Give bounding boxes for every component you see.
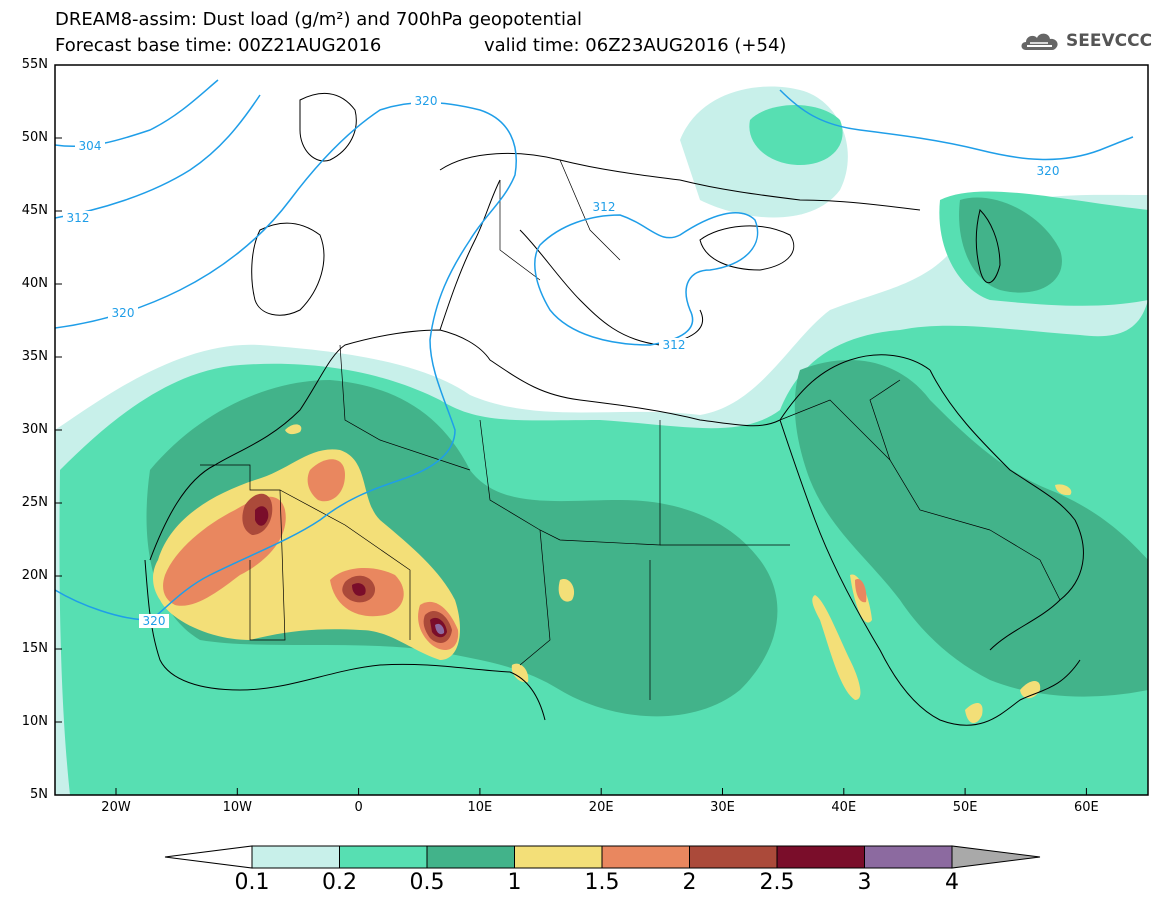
latitude-label: 25N <box>21 495 48 510</box>
longitude-label: 10E <box>467 800 493 815</box>
longitude-label: 20W <box>101 800 131 815</box>
colorbar-tick-label: 3 <box>857 870 872 895</box>
contour-label: 312 <box>663 338 686 352</box>
longitude-label: 10W <box>222 800 252 815</box>
cloud-icon <box>1021 33 1058 50</box>
longitude-label: 0 <box>354 800 363 815</box>
latitude-label: 40N <box>21 276 48 291</box>
longitude-label: 30E <box>710 800 735 815</box>
geopotential-contours <box>55 79 1134 621</box>
colorbar-segment <box>426 845 515 869</box>
colorbar-tick-label: 0.1 <box>234 870 270 895</box>
contour-label: 320 <box>143 614 166 628</box>
contour-label: 320 <box>1037 164 1060 178</box>
colorbar-tick-label: 2.5 <box>759 870 795 895</box>
contour-label: 304 <box>79 139 102 153</box>
colorbar-segment <box>864 845 953 869</box>
axis-ticks <box>55 64 1087 796</box>
colorbar-segment <box>601 845 690 869</box>
latitude-label: 45N <box>21 203 48 218</box>
colorbar-tick-label: 1.5 <box>584 870 620 895</box>
contour-label: 320 <box>112 306 135 320</box>
country-borders <box>200 159 1061 700</box>
colorbar-segment <box>514 845 603 869</box>
latitude-label: 55N <box>21 57 48 72</box>
contour-labels: 304 312 320 320 312 312 320 320 <box>63 94 1063 628</box>
forecast-base-time: Forecast base time: 00Z21AUG2016 <box>55 35 382 56</box>
colorbar-tick-label: 0.2 <box>322 870 357 895</box>
latitude-label: 35N <box>21 349 48 364</box>
logo-text: SEEVCCC <box>1066 31 1153 51</box>
colorbar-segment <box>689 845 778 869</box>
valid-time: valid time: 06Z23AUG2016 (+54) <box>484 35 787 56</box>
latitude-label: 20N <box>21 568 48 583</box>
latitude-label: 10N <box>21 714 48 729</box>
colorbar-tick-label: 2 <box>682 870 697 895</box>
longitude-label: 50E <box>952 800 978 815</box>
latitude-label: 15N <box>21 641 48 656</box>
latitude-label: 50N <box>21 130 48 145</box>
contour-label: 312 <box>593 200 616 214</box>
longitude-label: 40E <box>831 800 857 815</box>
dust-field-3 <box>435 623 445 635</box>
colorbar-tick-label: 0.5 <box>409 870 445 895</box>
colorbar-segment <box>339 845 428 869</box>
colorbar <box>164 845 1041 869</box>
seevccc-logo: SEEVCCC <box>1018 28 1152 54</box>
map-title: DREAM8-assim: Dust load (g/m²) and 700hP… <box>55 9 582 30</box>
latitude-label: 30N <box>21 422 48 437</box>
colorbar-segment <box>251 845 340 869</box>
dust-field-2-5 <box>255 506 447 638</box>
colorbar-tick-label: 4 <box>945 870 959 895</box>
longitude-label: 20E <box>588 800 614 815</box>
colorbar-over-triangle <box>951 845 1041 869</box>
colorbar-segment <box>776 845 865 869</box>
longitude-label: 60E <box>1074 800 1099 815</box>
colorbar-under-triangle <box>164 845 253 869</box>
contour-label: 312 <box>67 211 90 225</box>
colorbar-tick-label: 1 <box>507 870 522 895</box>
latitude-label: 5N <box>30 787 48 802</box>
contour-label: 320 <box>415 94 438 108</box>
